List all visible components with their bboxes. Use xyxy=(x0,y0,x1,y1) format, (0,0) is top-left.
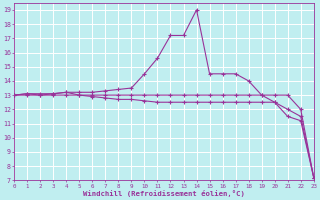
X-axis label: Windchill (Refroidissement éolien,°C): Windchill (Refroidissement éolien,°C) xyxy=(83,190,245,197)
